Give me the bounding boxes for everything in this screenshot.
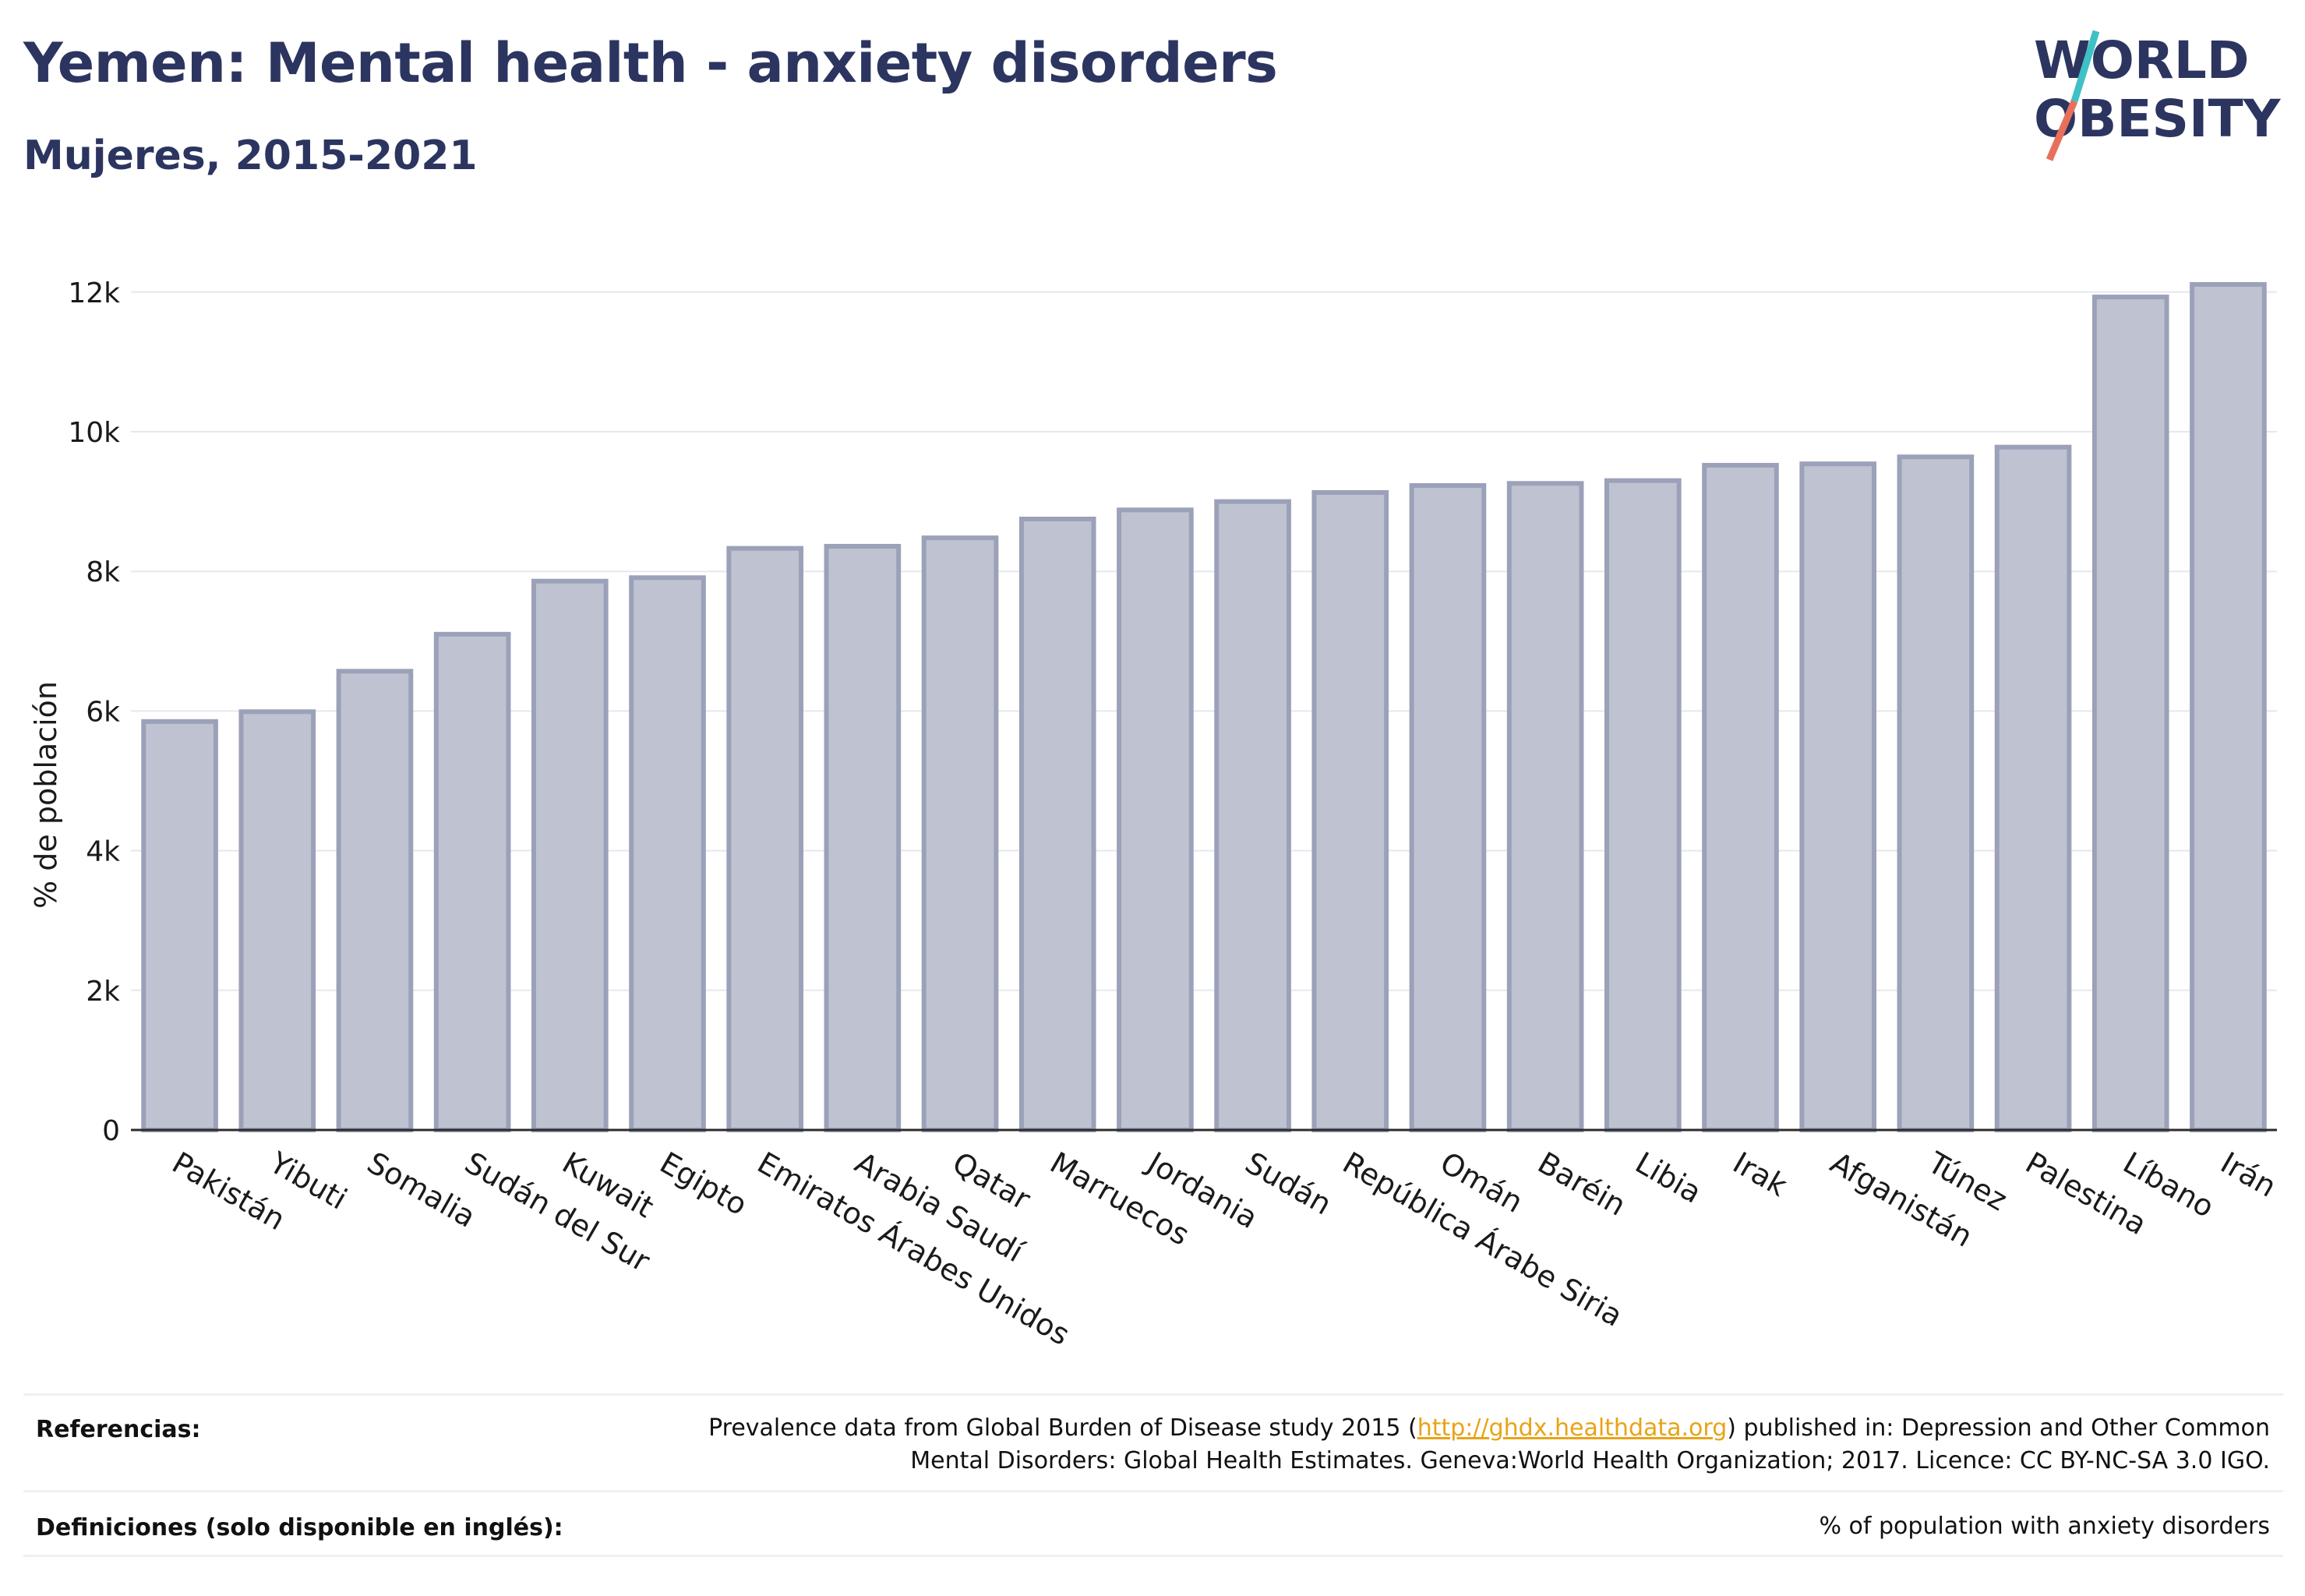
x-tick-label: Somalia <box>362 1146 482 1234</box>
references-label: Referencias: <box>36 1416 201 1443</box>
footer-divider-top <box>23 1393 2283 1396</box>
y-axis-label: % de población <box>29 681 63 909</box>
references-text-post: ) published in: Depression and Other Com… <box>1727 1414 2270 1442</box>
bar[interactable] <box>1604 478 1682 1132</box>
x-tick-label: Irak <box>1727 1146 1792 1203</box>
references-link[interactable]: http://ghdx.healthdata.org <box>1417 1414 1728 1442</box>
y-tick-label: 12k <box>68 277 120 309</box>
y-tick-label: 4k <box>86 836 120 868</box>
world-obesity-logo: WORLD OBESITY <box>2034 30 2282 161</box>
bar[interactable] <box>2091 295 2169 1132</box>
references-text: Prevalence data from Global Burden of Di… <box>708 1412 2270 1478</box>
bar[interactable] <box>1994 444 2072 1132</box>
bar[interactable] <box>1117 507 1194 1132</box>
footer-divider-middle <box>23 1490 2283 1492</box>
definitions-label: Definiciones (solo disponible en inglés)… <box>36 1514 563 1541</box>
y-tick-label: 8k <box>86 556 120 588</box>
bar[interactable] <box>921 535 999 1132</box>
y-tick-label: 2k <box>86 976 120 1008</box>
bar[interactable] <box>531 578 609 1132</box>
bar[interactable] <box>1018 517 1096 1132</box>
bar[interactable] <box>726 546 803 1132</box>
chart-title: Yemen: Mental health - anxiety disorders <box>23 31 1278 95</box>
x-tick-label: Baréin <box>1532 1146 1632 1223</box>
x-tick-label: Libia <box>1629 1146 1707 1210</box>
logo-slash-top <box>2070 30 2100 103</box>
bar[interactable] <box>1799 461 1876 1132</box>
bar-layer <box>141 281 2267 1133</box>
bar[interactable] <box>238 709 316 1132</box>
bar[interactable] <box>1702 463 1779 1132</box>
references-text-pre: Prevalence data from Global Burden of Di… <box>708 1414 1417 1442</box>
bar[interactable] <box>1311 489 1389 1132</box>
bar[interactable] <box>141 719 218 1132</box>
footer-divider-bottom <box>23 1555 2283 1557</box>
bar[interactable] <box>1409 482 1487 1132</box>
bar[interactable] <box>2190 281 2267 1133</box>
bar[interactable] <box>336 669 414 1132</box>
x-tick-label: Pakistán <box>167 1146 291 1238</box>
y-tick-label: 0 <box>102 1115 120 1147</box>
y-tick-label: 10k <box>68 417 120 449</box>
bar[interactable] <box>824 543 902 1132</box>
x-tick-label: Irán <box>2215 1146 2282 1204</box>
logo-slash-bottom <box>2046 100 2078 161</box>
definitions-text: % of population with anxiety disorders <box>1819 1513 2270 1540</box>
bar[interactable] <box>433 631 511 1132</box>
x-tick-label: Egipto <box>654 1146 753 1223</box>
chart-subtitle: Mujeres, 2015-2021 <box>23 132 478 179</box>
bar[interactable] <box>629 575 706 1132</box>
y-tick-label: 6k <box>86 696 120 728</box>
logo-text-world: WORLD <box>2034 30 2250 90</box>
bar[interactable] <box>1506 481 1584 1132</box>
bar[interactable] <box>1214 499 1291 1132</box>
references-text-line2: Mental Disorders: Global Health Estimate… <box>910 1447 2270 1474</box>
bar[interactable] <box>1897 454 1975 1132</box>
